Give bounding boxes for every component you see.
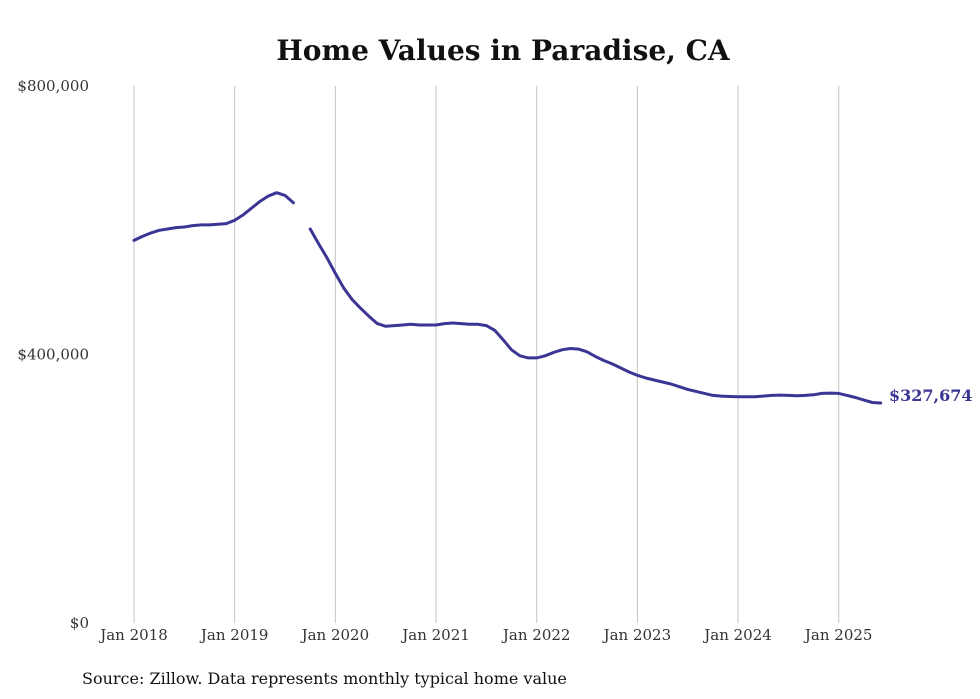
y-tick-label: $0 xyxy=(70,614,89,632)
series-line-segment-2 xyxy=(308,227,883,405)
y-tick-label: $400,000 xyxy=(17,346,89,364)
latest-value-label: $327,674 xyxy=(889,386,973,405)
x-tick-label: Jan 2025 xyxy=(803,626,873,644)
source-note: Source: Zillow. Data represents monthly … xyxy=(82,669,567,688)
series-line-segment-1 xyxy=(132,191,295,242)
x-tick-label: Jan 2021 xyxy=(400,626,470,644)
x-tick-label: Jan 2022 xyxy=(501,626,571,644)
home-value-series xyxy=(132,191,883,405)
x-tick-label: Jan 2024 xyxy=(702,626,772,644)
y-axis-ticks: $0 $400,000 $800,000 xyxy=(17,77,89,632)
x-tick-label: Jan 2018 xyxy=(98,626,168,644)
gridlines xyxy=(133,86,840,623)
y-tick-label: $800,000 xyxy=(17,77,89,95)
x-tick-label: Jan 2020 xyxy=(300,626,370,644)
x-axis-ticks: Jan 2018 Jan 2019 Jan 2020 Jan 2021 Jan 2022… xyxy=(98,626,872,644)
x-tick-label: Jan 2023 xyxy=(602,626,672,644)
chart-title: Home Values in Paradise, CA xyxy=(276,34,731,67)
x-tick-label: Jan 2019 xyxy=(199,626,269,644)
